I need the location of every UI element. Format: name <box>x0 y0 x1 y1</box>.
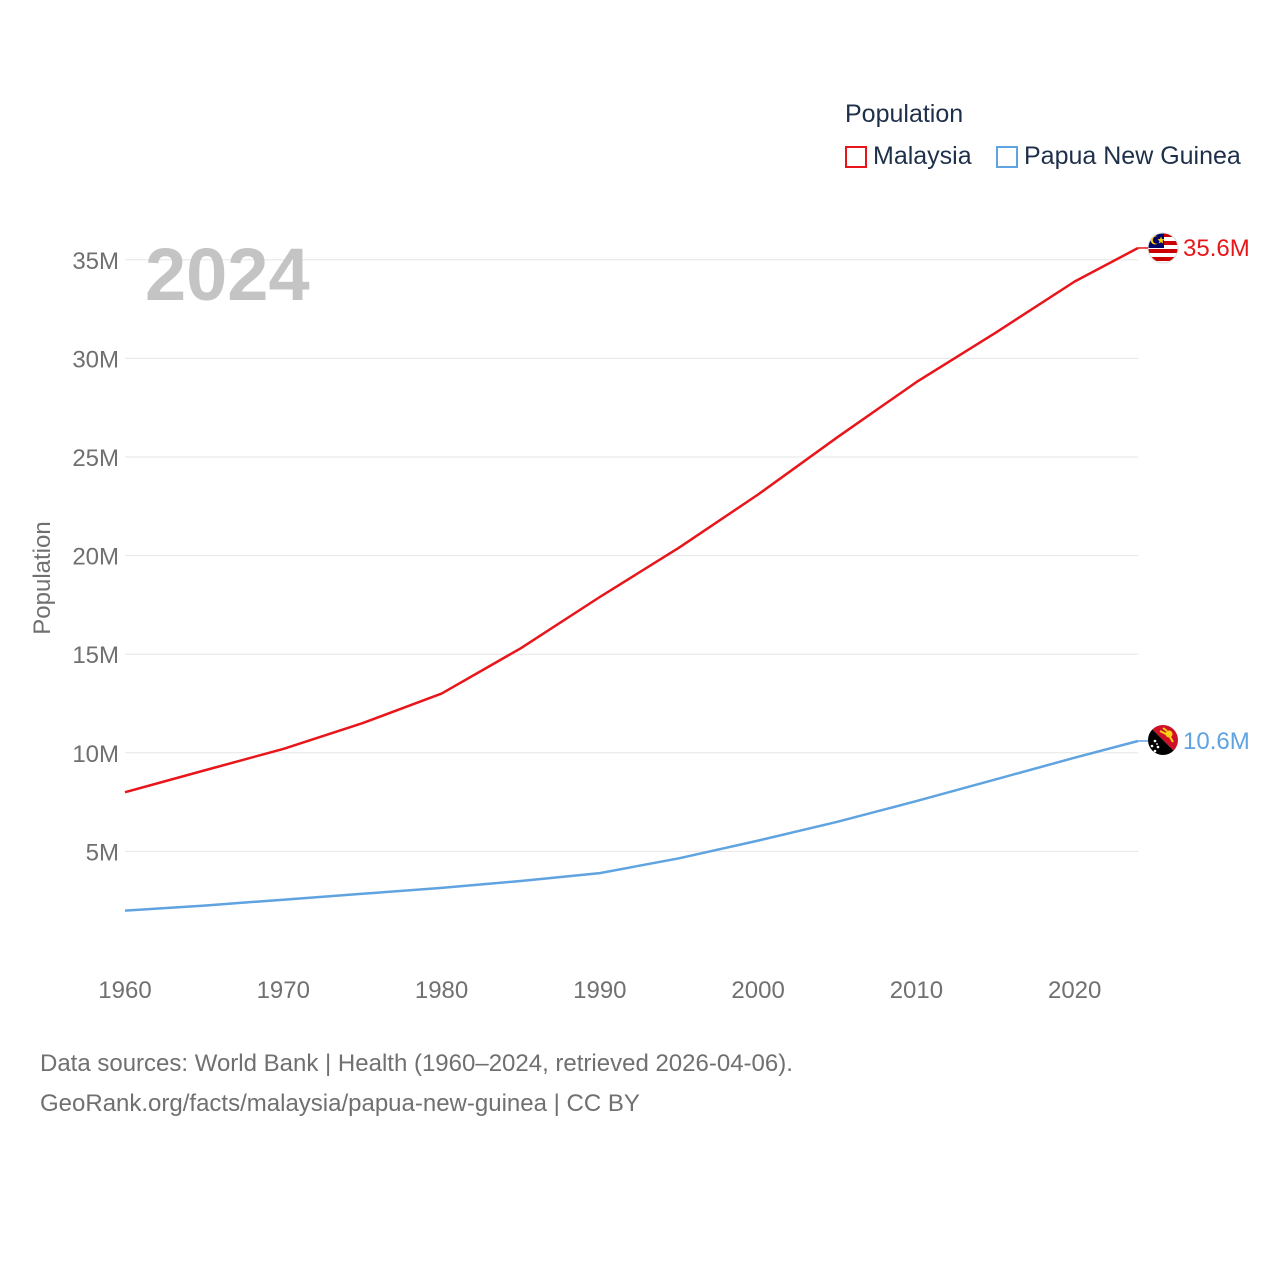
series-lines <box>124 246 1139 912</box>
sources-line-1: Data sources: World Bank | Health (1960–… <box>40 1050 793 1077</box>
legend-label-papua-new-guinea: Papua New Guinea <box>1024 142 1241 170</box>
sources-line-2[interactable]: GeoRank.org/facts/malaysia/papua-new-gui… <box>40 1090 640 1117</box>
data-sources: Data sources: World Bank | Health (1960–… <box>40 1044 793 1124</box>
end-label: 35.6M <box>1183 235 1250 262</box>
papua-new-guinea-swatch <box>996 145 1018 168</box>
x-tick-label: 1990 <box>573 977 626 1004</box>
x-tick-label: 1980 <box>415 977 468 1004</box>
y-tick-label: 35M <box>72 248 119 275</box>
series-line-malaysia <box>124 246 1139 794</box>
year-badge: 2024 <box>145 233 310 316</box>
legend-title: Population <box>845 100 964 128</box>
x-axis-ticks: 1960 1970 1980 1990 2000 2010 2020 <box>98 977 1101 1004</box>
y-tick-label: 10M <box>72 741 119 768</box>
gridlines <box>125 259 1138 852</box>
y-axis-label: Population <box>29 521 56 634</box>
series-line-papua-new-guinea <box>124 739 1139 912</box>
y-axis-ticks: 5M 10M 15M 20M 25M 30M 35M <box>72 248 119 867</box>
end-labels: 35.6M 10.6M <box>1138 235 1250 755</box>
malaysia-swatch <box>845 145 867 168</box>
y-tick-label: 5M <box>86 839 119 866</box>
papua-new-guinea-flag-icon <box>1148 725 1178 755</box>
legend-item-papua-new-guinea[interactable]: Papua New Guinea <box>996 142 1241 171</box>
x-tick-label: 2000 <box>731 977 784 1004</box>
end-label: 10.6M <box>1183 728 1250 755</box>
x-tick-label: 1970 <box>257 977 310 1004</box>
y-tick-label: 25M <box>72 445 119 472</box>
y-tick-label: 20M <box>72 544 119 571</box>
y-tick-label: 30M <box>72 346 119 373</box>
x-tick-label: 2020 <box>1048 977 1101 1004</box>
x-tick-label: 1960 <box>98 977 151 1004</box>
malaysia-flag-icon <box>1147 232 1179 264</box>
x-tick-label: 2010 <box>890 977 943 1004</box>
legend-item-malaysia[interactable]: Malaysia <box>845 142 972 171</box>
legend-label-malaysia: Malaysia <box>873 142 972 170</box>
y-tick-label: 15M <box>72 642 119 669</box>
